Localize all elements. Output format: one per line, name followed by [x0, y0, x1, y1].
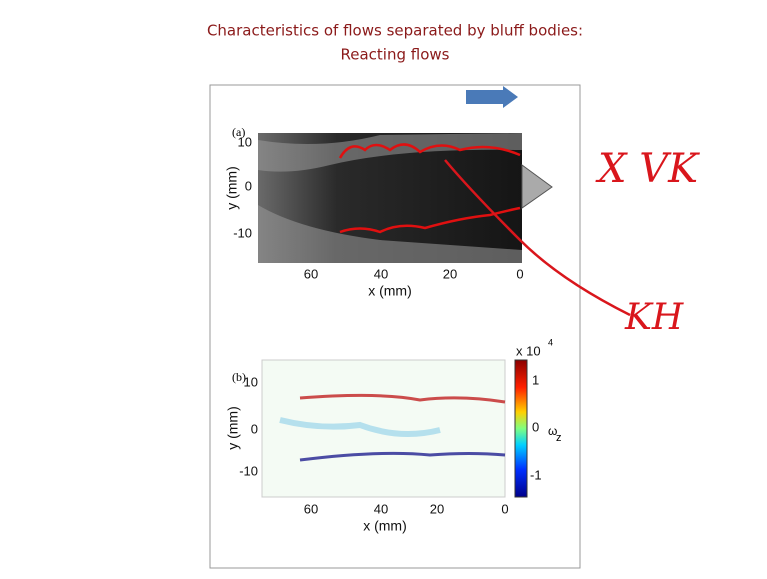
x-tick: 0 — [501, 501, 508, 516]
y-tick: 10 — [238, 134, 252, 149]
flow-arrow — [466, 86, 518, 108]
vortex-streak — [299, 393, 506, 404]
x-axis-label: x (mm) — [368, 283, 412, 299]
vortex-streak — [299, 451, 506, 462]
x-tick: 40 — [374, 266, 388, 281]
x-tick: 60 — [304, 266, 318, 281]
title-line: Reacting flows — [341, 46, 450, 64]
colorbar-tick: 0 — [532, 419, 539, 434]
pointer-line — [444, 159, 631, 317]
y-tick: 0 — [245, 178, 252, 193]
vorticity-field — [261, 359, 506, 498]
handwritten-note: KH — [624, 297, 684, 338]
vortex-streak — [279, 417, 441, 437]
x-tick: 40 — [374, 501, 388, 516]
shear-layer — [258, 205, 522, 263]
y-tick: 0 — [251, 421, 258, 436]
handwritten-note: X VK — [595, 146, 700, 192]
colorbar-subscript: z — [556, 432, 562, 444]
colorbar-scale: x 10 — [516, 343, 541, 358]
x-tick: 60 — [304, 501, 318, 516]
x-tick: 0 — [516, 266, 523, 281]
y-tick: 10 — [244, 374, 258, 389]
y-tick: -10 — [239, 463, 258, 478]
colorbar-tick: -1 — [530, 467, 542, 482]
x-axis-label: x (mm) — [363, 518, 407, 534]
colorbar — [514, 359, 528, 498]
flame-front — [338, 143, 521, 159]
panel-label: (b) — [232, 370, 246, 384]
colorbar-exponent: 4 — [548, 337, 553, 347]
flame-front — [339, 206, 521, 234]
y-tick: -10 — [233, 225, 252, 240]
y-axis-label: y (mm) — [224, 166, 240, 210]
y-axis-label: y (mm) — [225, 406, 241, 450]
x-tick: 20 — [430, 501, 444, 516]
title-line: Characteristics of flows separated by bl… — [207, 22, 583, 40]
colorbar-symbol: ω — [548, 424, 557, 438]
x-tick: 20 — [443, 266, 457, 281]
bluff-body — [521, 164, 553, 209]
colorbar-tick: 1 — [532, 372, 539, 387]
panel-label: (a) — [232, 125, 245, 139]
shear-layer — [258, 133, 522, 172]
